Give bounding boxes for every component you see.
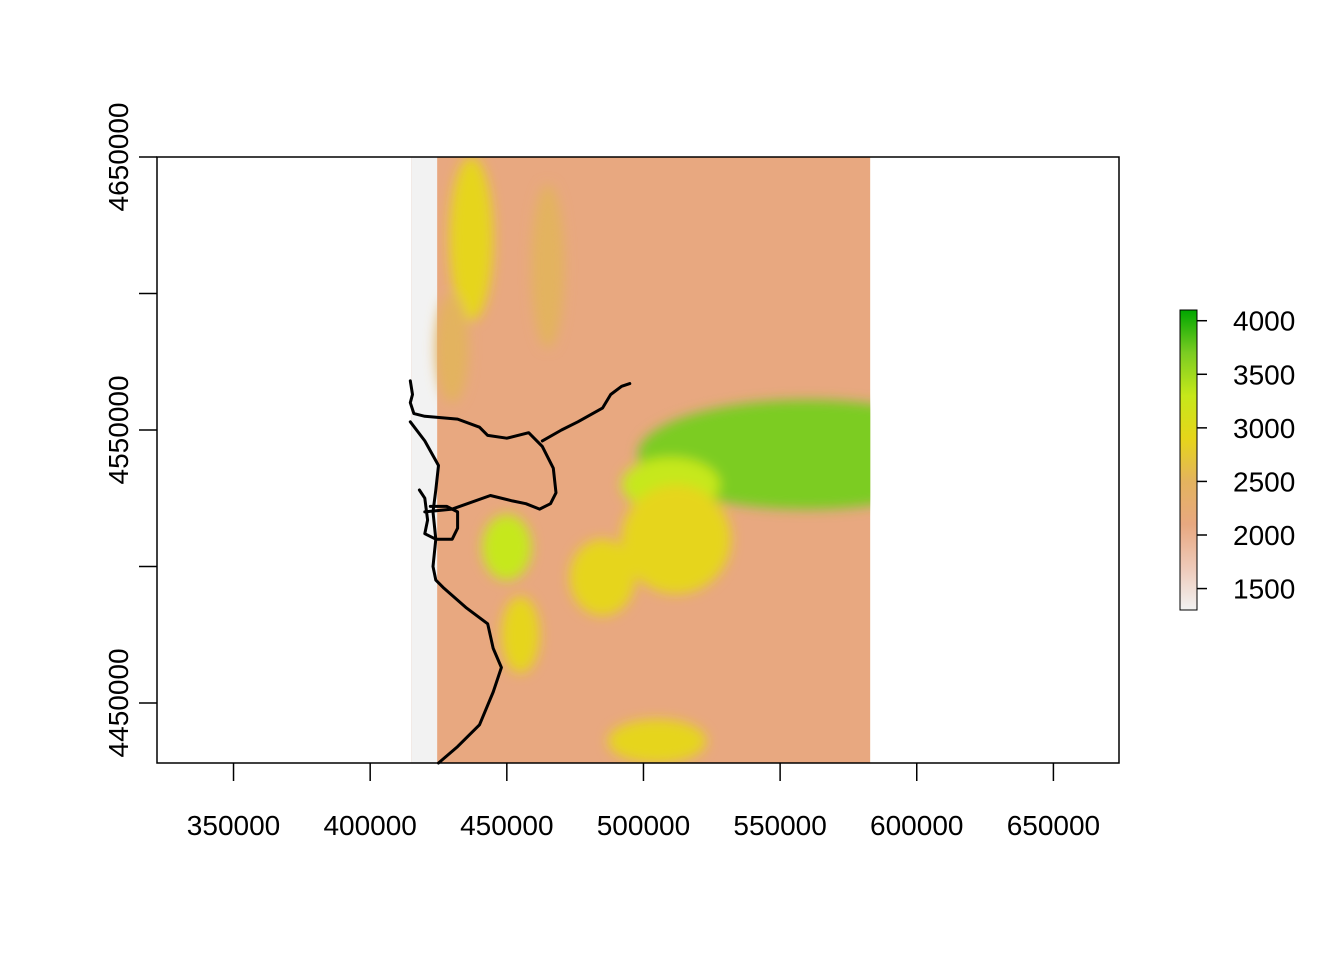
y-tick-label: 4450000: [103, 648, 134, 757]
x-tick-label: 550000: [733, 810, 826, 841]
legend-tick-label: 2000: [1233, 520, 1295, 551]
road-line-3: [417, 488, 460, 541]
elevation-region-6: [569, 539, 636, 616]
y-tick-label: 4550000: [103, 375, 134, 484]
road-line-1: [408, 379, 558, 514]
plot-frame: [156, 156, 1120, 764]
elevation-region-9: [531, 184, 565, 349]
raster-layer: [411, 157, 871, 763]
elevation-region-4: [482, 514, 532, 581]
legend-tick-label: 1500: [1233, 574, 1295, 605]
x-axis: 350000 400000 450000 500000 550000 600000 6500…: [187, 763, 1100, 841]
elevation-region-7: [607, 719, 707, 763]
road-line-2: [408, 420, 503, 765]
high-elevation-regions: [435, 157, 871, 763]
x-tick-label: 450000: [460, 810, 553, 841]
y-axis: 4450000 4550000 4650000: [103, 102, 157, 757]
elevation-region-3: [621, 484, 731, 594]
legend-tick-label: 4000: [1233, 306, 1295, 337]
y-tick-label: 4650000: [103, 102, 134, 211]
color-legend: 1500 2000 2500 3000 3500 4000: [1179, 306, 1295, 611]
x-tick-label: 650000: [1007, 810, 1100, 841]
x-tick-label: 600000: [870, 810, 963, 841]
elevation-region-5: [501, 596, 540, 673]
x-tick-label: 350000: [187, 810, 280, 841]
road-line-4: [540, 382, 632, 443]
elevation-region-10: [435, 293, 469, 403]
x-tick-label: 400000: [323, 810, 416, 841]
legend-tick-label: 3000: [1233, 413, 1295, 444]
x-tick-label: 500000: [597, 810, 690, 841]
legend-color-bar: [1179, 309, 1198, 611]
elevation-raster-west: [411, 157, 438, 763]
elevation-region-8: [449, 157, 494, 321]
road-lines: [408, 379, 632, 765]
legend-tick-label: 3500: [1233, 359, 1295, 390]
legend-tick-label: 2500: [1233, 466, 1295, 497]
